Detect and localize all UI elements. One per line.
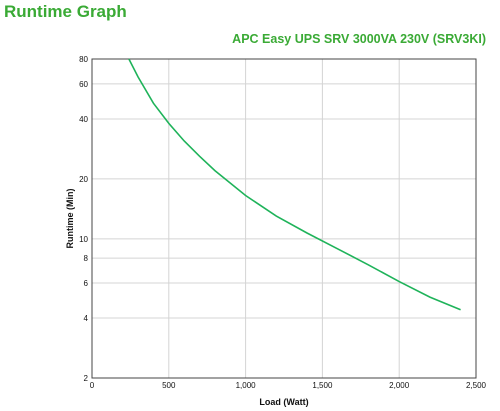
chart-grid xyxy=(91,58,477,379)
y-tick-label: 2 xyxy=(84,374,89,383)
chart-subtitle: APC Easy UPS SRV 3000VA 230V (SRV3KI) xyxy=(232,32,486,46)
y-tick-label: 10 xyxy=(79,235,88,244)
x-axis-ticks: 0 500 1,000 1,500 2,000 2,500 xyxy=(90,381,487,390)
x-tick-label: 1,500 xyxy=(312,381,333,390)
y-tick-label: 4 xyxy=(84,314,89,323)
y-axis-label: Runtime (Min) xyxy=(65,189,75,249)
x-tick-label: 1,000 xyxy=(236,381,257,390)
runtime-series-line xyxy=(128,58,461,311)
y-tick-label: 60 xyxy=(79,80,88,89)
y-tick-label: 20 xyxy=(79,175,88,184)
x-tick-label: 2,000 xyxy=(389,381,410,390)
y-tick-label: 6 xyxy=(84,279,89,288)
y-axis-ticks: 2 4 6 8 10 20 40 60 80 xyxy=(79,55,88,383)
x-tick-label: 2,500 xyxy=(466,381,487,390)
x-tick-label: 0 xyxy=(90,381,95,390)
y-tick-label: 8 xyxy=(84,254,89,263)
plot-area-frame xyxy=(91,58,477,379)
x-tick-label: 500 xyxy=(162,381,176,390)
y-tick-label: 80 xyxy=(79,55,88,64)
y-tick-label: 40 xyxy=(79,115,88,124)
x-axis-label: Load (Watt) xyxy=(259,397,308,407)
page-title: Runtime Graph xyxy=(4,2,127,21)
